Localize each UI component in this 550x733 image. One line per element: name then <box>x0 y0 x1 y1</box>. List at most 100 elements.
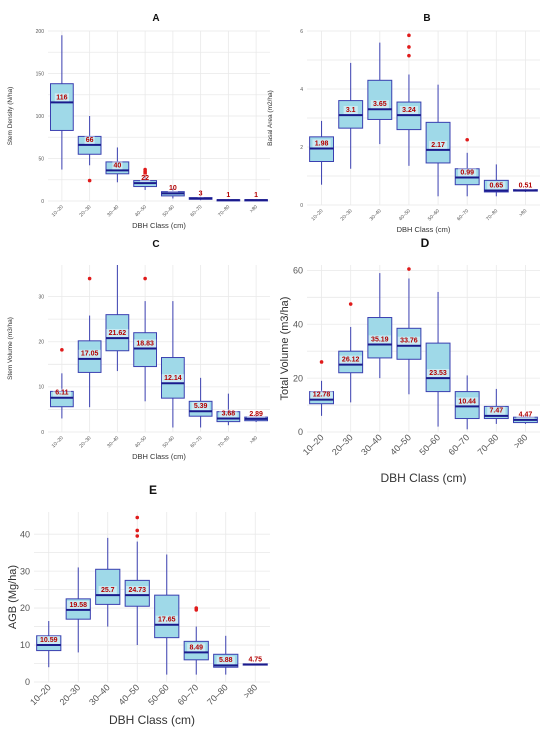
data-label-bg <box>216 656 235 665</box>
data-label-bg <box>126 586 149 595</box>
y-tick-label: 20 <box>38 339 44 345</box>
box-6: 8.49 <box>183 606 209 675</box>
data-label-bg <box>397 336 421 345</box>
panel-d: D 0 20 40 60 10–20 20–30 30–40 40–50 50–60 60–70 70… <box>279 236 540 485</box>
x-tick-label: 60–70 <box>189 435 203 449</box>
x-tick-label: 20–30 <box>330 432 355 457</box>
box-1: 1.98 <box>309 120 335 185</box>
data-label: 22 <box>141 175 149 182</box>
x-tick-label: 40–50 <box>388 432 413 457</box>
data-label-bg <box>516 410 535 419</box>
y-tick-label: 0 <box>298 427 303 437</box>
panel-title: A <box>152 13 159 24</box>
panel-title: C <box>152 239 159 250</box>
box-iqr <box>367 317 393 359</box>
outlier-point <box>143 167 147 172</box>
data-label: 5.88 <box>219 657 233 664</box>
data-label: 10.59 <box>40 637 58 644</box>
x-tick-label: 10–20 <box>310 208 324 222</box>
data-label-bg <box>487 181 506 190</box>
box-7: 3.68 <box>216 393 241 426</box>
x-tick-label: 70–80 <box>205 682 230 707</box>
data-label: 8.49 <box>189 644 203 651</box>
box-5: 10 <box>160 184 185 199</box>
data-label-bg <box>112 161 123 170</box>
data-label: 4.75 <box>248 656 262 663</box>
x-tick-label: 30–40 <box>359 432 384 457</box>
data-label-bg <box>197 189 204 198</box>
y-tick-label: 4 <box>300 87 303 93</box>
x-tick-label: >80 <box>241 682 259 700</box>
y-tick-label: 6 <box>300 29 303 35</box>
data-label-bg <box>219 409 238 418</box>
box-2: 19.58 <box>65 567 91 653</box>
outlier-point <box>407 33 411 38</box>
data-label: 3.65 <box>373 101 387 108</box>
box-iqr <box>396 327 422 360</box>
x-tick-label: >80 <box>518 208 528 218</box>
data-label: 3.24 <box>402 107 416 114</box>
data-label: 12.14 <box>164 375 182 382</box>
box-iqr <box>124 579 150 607</box>
outlier-point <box>143 276 147 281</box>
x-tick-label: 50–60 <box>146 682 171 707</box>
x-tick-label: 50–60 <box>162 435 176 449</box>
outlier-point <box>87 178 92 183</box>
y-tick-label: 150 <box>36 71 45 77</box>
data-label-bg <box>426 369 450 378</box>
y-tick-label: 20 <box>293 373 303 383</box>
data-label-bg <box>456 397 479 406</box>
box-5: 2.17 <box>425 84 451 197</box>
box-7: 1 <box>216 191 241 202</box>
data-label-bg <box>52 388 71 397</box>
panel-title: E <box>149 483 157 497</box>
y-tick-label: 30 <box>20 566 30 576</box>
box-4: 3.24 <box>396 33 422 166</box>
box-2: 3.1 <box>338 62 364 169</box>
y-tick-label: 10 <box>38 385 44 391</box>
x-tick-label: 30–40 <box>369 208 383 222</box>
data-label: 17.65 <box>158 617 176 624</box>
data-label-bg <box>368 335 391 344</box>
box-8: 0.51 <box>512 181 538 192</box>
data-label: 3.1 <box>346 107 356 114</box>
data-label: 3.68 <box>222 410 236 417</box>
data-label: 10 <box>169 185 177 192</box>
box-2: 66 <box>77 116 102 183</box>
data-label: 2.89 <box>249 411 263 418</box>
y-tick-label: 100 <box>36 114 45 120</box>
x-tick-label: 70–80 <box>217 435 231 449</box>
x-tick-label: 10–20 <box>28 682 53 707</box>
x-axis-label: DBH Class (cm) <box>132 221 186 230</box>
data-label: 21.62 <box>109 330 127 337</box>
box-iqr <box>454 391 480 420</box>
box-4: 24.73 <box>124 515 150 646</box>
panel-title: B <box>423 13 430 24</box>
y-tick-label: 20 <box>20 603 30 613</box>
panel-title: D <box>421 236 430 250</box>
box-iqr <box>183 640 209 661</box>
box-1: 6.11 <box>49 348 74 419</box>
x-tick-label: >80 <box>512 432 530 450</box>
data-label: 2.17 <box>431 142 445 149</box>
x-tick-label: 10–20 <box>51 435 65 449</box>
x-tick-label: 40–50 <box>398 208 412 222</box>
data-label-bg <box>67 600 90 609</box>
box-iqr <box>188 400 213 417</box>
box-iqr <box>36 635 62 652</box>
box-6: 10.44 <box>454 375 480 430</box>
box-8: 1 <box>244 191 269 202</box>
x-tick-label: 30–40 <box>106 435 120 449</box>
y-axis-label: Basal Area (m2/ha) <box>267 90 274 146</box>
outlier-point <box>135 515 140 520</box>
data-label: 25.7 <box>101 587 115 594</box>
y-tick-label: 200 <box>36 29 45 35</box>
data-label-bg <box>247 409 266 418</box>
box-6: 3 <box>188 189 213 201</box>
y-tick-label: 10 <box>20 640 30 650</box>
y-tick-label: 0 <box>41 199 44 205</box>
data-label-bg <box>98 586 117 595</box>
y-axis-label: Stem Volume (m3/ha) <box>7 317 14 380</box>
data-label: 0.51 <box>519 182 533 189</box>
